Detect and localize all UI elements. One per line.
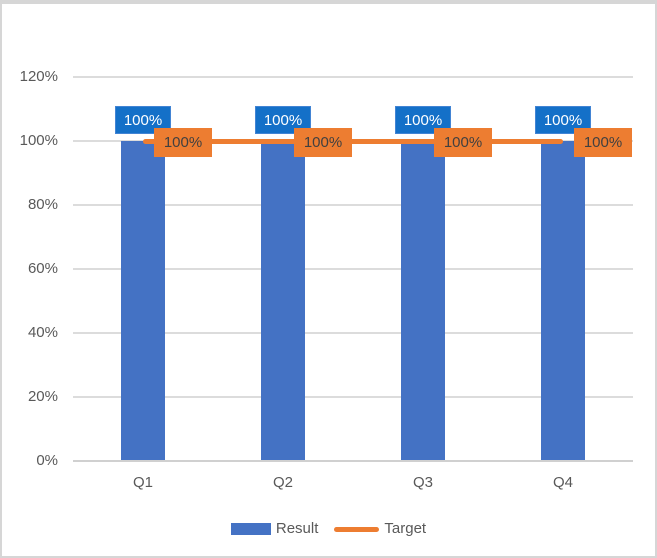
- bar-Q4: [541, 141, 585, 461]
- x-tick-Q1: Q1: [132, 474, 153, 491]
- legend-item-result: Result: [230, 519, 319, 539]
- gridline-60%: [73, 268, 633, 270]
- x-tick-Q3: Q3: [412, 474, 433, 491]
- legend: Result Target: [0, 518, 657, 540]
- legend-result-label: Result: [275, 520, 319, 537]
- y-tick-80%: 80%: [27, 196, 58, 213]
- y-tick-60%: 60%: [27, 260, 58, 277]
- bar-Q1: [121, 141, 165, 461]
- result-label-Q4: 100%: [535, 106, 591, 134]
- y-tick-40%: 40%: [27, 324, 58, 341]
- target-label-Q3: 100%: [434, 128, 492, 157]
- gridline-120%: [73, 76, 633, 78]
- x-tick-Q2: Q2: [272, 474, 293, 491]
- bar-Q2: [261, 141, 305, 461]
- target-label-Q1: 100%: [154, 128, 212, 157]
- x-tick-Q4: Q4: [552, 474, 573, 491]
- target-line-swatch-icon: [334, 526, 380, 532]
- y-tick-0%: 0%: [36, 452, 58, 469]
- y-tick-100%: 100%: [19, 132, 58, 149]
- gridline-40%: [73, 332, 633, 334]
- y-tick-20%: 20%: [27, 388, 58, 405]
- y-tick-120%: 120%: [19, 68, 58, 85]
- result-label-Q3: 100%: [395, 106, 451, 134]
- gridline-20%: [73, 396, 633, 398]
- bar-Q3: [401, 141, 445, 461]
- target-line: [143, 138, 563, 144]
- legend-target-label: Target: [384, 520, 427, 537]
- x-axis-line: [73, 460, 633, 462]
- legend-item-target: Target: [334, 519, 426, 539]
- result-bar-swatch-icon: [230, 523, 271, 535]
- target-label-Q2: 100%: [294, 128, 352, 157]
- target-label-Q4: 100%: [574, 128, 632, 157]
- gridline-80%: [73, 204, 633, 206]
